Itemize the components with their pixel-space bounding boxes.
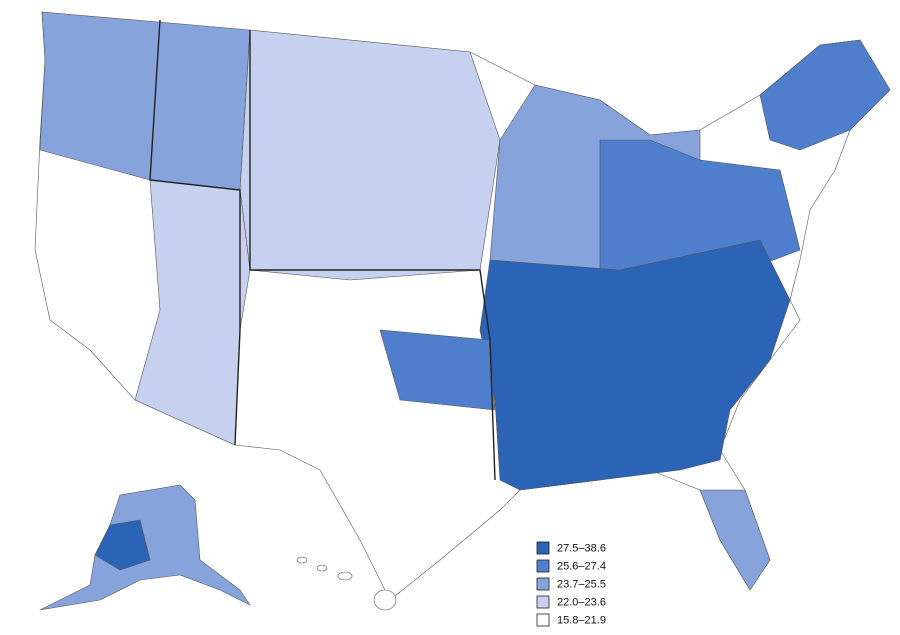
legend: 27.5–38.6 25.6–27.4 23.7–25.5 22.0–23.6 15.8… <box>536 541 606 627</box>
northeast-region <box>759 39 891 151</box>
legend-label: 23.7–25.5 <box>557 578 606 590</box>
contiguous-us <box>34 11 891 601</box>
legend-label: 22.0–23.6 <box>557 596 606 608</box>
state-borders <box>249 30 496 481</box>
hawaii-island <box>373 589 397 611</box>
legend-swatch <box>536 559 550 573</box>
hawaii-island <box>337 571 353 581</box>
legend-swatch <box>536 613 550 627</box>
plains-region <box>239 29 501 281</box>
florida-region <box>699 489 771 591</box>
hawaii-island <box>316 564 328 572</box>
oklahoma-region <box>379 329 496 411</box>
state-borders <box>149 19 241 446</box>
legend-swatch <box>536 577 550 591</box>
legend-label: 27.5–38.6 <box>557 542 606 554</box>
legend-swatch <box>536 541 550 555</box>
hawaii <box>296 556 397 611</box>
legend-swatch <box>536 595 550 609</box>
alaska-region <box>94 519 151 571</box>
legend-label: 15.8–21.9 <box>557 614 606 626</box>
legend-label: 25.6–27.4 <box>557 560 606 572</box>
alaska <box>39 484 251 611</box>
hawaii-island <box>296 556 308 564</box>
southeast-region <box>479 239 791 491</box>
